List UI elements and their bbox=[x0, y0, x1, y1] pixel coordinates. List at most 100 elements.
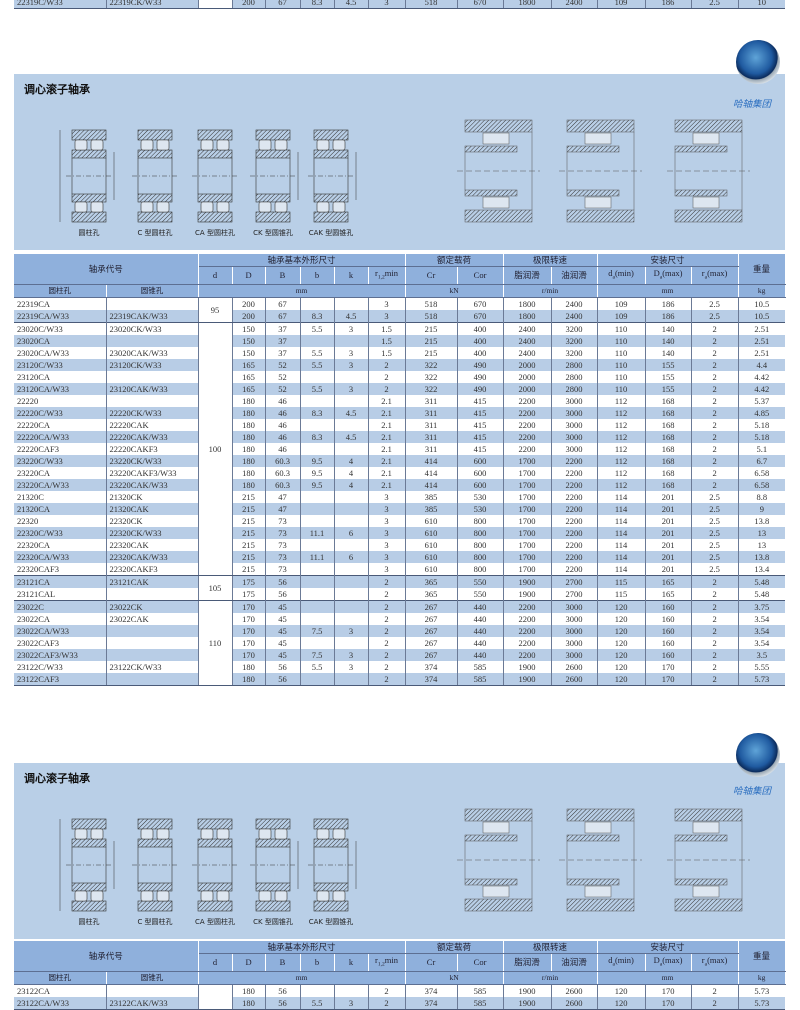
cell-k bbox=[333, 636, 369, 649]
cell-b bbox=[299, 612, 335, 625]
table-row: 22220C/W33 22220CK/W33 180 46 8.3 4.5 2.1 311 41… bbox=[14, 406, 786, 419]
cell-grease-speed: 1900 bbox=[502, 587, 552, 601]
cell-D: 180 bbox=[231, 466, 266, 479]
cell-b bbox=[299, 394, 335, 407]
cell-da-min: 112 bbox=[596, 478, 646, 491]
cell-r-min: 2.1 bbox=[367, 466, 406, 479]
cell-r-min: 1.5 bbox=[367, 321, 406, 335]
cell-grease-speed: 1700 bbox=[502, 490, 552, 503]
cell-r-min: 3 bbox=[367, 550, 406, 563]
table-row: 23022CAF3 170 45 2 267 440 2200 3000 120 160 2 3.54 bbox=[14, 636, 786, 649]
cell-weight: 9 bbox=[737, 502, 786, 515]
cell-r-min: 2 bbox=[367, 370, 406, 383]
cell-weight: 13.8 bbox=[737, 550, 786, 563]
cell-D: 180 bbox=[231, 418, 266, 431]
cell-D: 150 bbox=[231, 321, 266, 335]
table-row: 23220CA 23220CAKF3/W33 180 60.3 9.5 4 2.1 414 60… bbox=[14, 466, 786, 479]
cell-da-min: 120 bbox=[596, 636, 646, 649]
table-row: 23022CA 23022CAK 170 45 2 267 440 2200 3000 120 16… bbox=[14, 612, 786, 625]
header-D: D bbox=[231, 953, 266, 972]
cell-grease-speed: 2400 bbox=[502, 321, 552, 335]
cell-ra-max: 2 bbox=[690, 648, 739, 661]
cell-k bbox=[333, 562, 369, 576]
table-row: 23122CA 180 56 2 374 585 1900 2600 120 170 2 5.73 bbox=[14, 984, 786, 1010]
cell-cor: 490 bbox=[456, 370, 504, 383]
cell-grease-speed: 1700 bbox=[502, 502, 552, 515]
cell-cor: 415 bbox=[456, 430, 504, 443]
cell-r-min: 2.1 bbox=[367, 442, 406, 455]
cell-oil-speed: 3000 bbox=[550, 599, 598, 613]
cell-r-min: 2 bbox=[367, 574, 406, 588]
cell-B: 60.3 bbox=[264, 478, 301, 491]
header-speed-limit: 极限转速 bbox=[502, 253, 598, 267]
cell-tapered-bore-code: 22320CAK/W33 bbox=[105, 550, 199, 563]
cell-k: 4 bbox=[333, 466, 369, 479]
cell-b: 7.5 bbox=[299, 624, 335, 637]
cell-b: 5.5 bbox=[299, 382, 335, 395]
diagram-label: CA 型圆柱孔 bbox=[195, 918, 235, 926]
cell-oil-speed: 2200 bbox=[550, 454, 598, 467]
cell-B: 56 bbox=[264, 996, 301, 1010]
cell-cr: 311 bbox=[404, 406, 458, 419]
cell-cylindrical-bore-code: 23022CAF3/W33 bbox=[14, 648, 106, 661]
cell-cylindrical-bore-code: 22220CA/W33 bbox=[14, 430, 106, 443]
cell-b bbox=[299, 334, 335, 347]
cell-grease-speed: 2200 bbox=[502, 599, 552, 613]
cell-b: 5.5 bbox=[299, 996, 335, 1010]
cell-d: 100 bbox=[197, 321, 233, 576]
table-row: 23122C/W33 23122CK/W33 180 56 5.5 3 2 374 585 190… bbox=[14, 660, 786, 673]
cell-oil-speed: 2600 bbox=[550, 996, 598, 1010]
cell-B: 46 bbox=[264, 406, 301, 419]
cell-da-min: 109 bbox=[596, 309, 646, 323]
cell-weight: 6.58 bbox=[737, 478, 786, 491]
cell-B: 56 bbox=[264, 984, 301, 997]
cell-B: 46 bbox=[264, 442, 301, 455]
cell-oil-speed: 2200 bbox=[550, 502, 598, 515]
cell-grease-speed: 1700 bbox=[502, 550, 552, 563]
cell-grease-speed: 2200 bbox=[502, 648, 552, 661]
cell-ra-max: 2 bbox=[690, 636, 739, 649]
cell-weight: 5.18 bbox=[737, 418, 786, 431]
table-row: 23121CA 23121CAK 105 175 56 2 365 550 1900 2700 11… bbox=[14, 574, 786, 601]
cell-grease-speed: 2200 bbox=[502, 636, 552, 649]
cell-r-min: 2.1 bbox=[367, 430, 406, 443]
cell-weight: 2.51 bbox=[737, 321, 786, 335]
cell-weight: 2.51 bbox=[737, 346, 786, 359]
cell-tapered-bore-code: 23220CK/W33 bbox=[105, 454, 199, 467]
cell-grease-speed: 2200 bbox=[502, 418, 552, 431]
cell-Da-max: 140 bbox=[644, 334, 692, 347]
cell-D: 200 bbox=[231, 309, 266, 323]
cell-k: 6 bbox=[333, 526, 369, 539]
cell-tapered-bore-code: 22320CK/W33 bbox=[105, 526, 199, 539]
cell-Da-max: 155 bbox=[644, 382, 692, 395]
cell-tapered-bore-code bbox=[105, 624, 199, 637]
cell-Da-max: 160 bbox=[644, 636, 692, 649]
previous-page-partial-row: 22319C/W33 22319CK/W33 200 67 8.3 4.5 3 518 670 1… bbox=[14, 0, 785, 9]
cell-cor: 400 bbox=[456, 321, 504, 335]
header-B: B bbox=[264, 953, 301, 972]
header-D: D bbox=[231, 266, 266, 285]
cell-da-min: 110 bbox=[596, 370, 646, 383]
cell-cor: 800 bbox=[456, 550, 504, 563]
cell-cr: 267 bbox=[404, 612, 458, 625]
cell-oil-speed: 2400 bbox=[550, 297, 598, 310]
cell-r-min: 2 bbox=[367, 382, 406, 395]
bearing-diagram-1 bbox=[59, 818, 115, 912]
cell-da-min: 114 bbox=[596, 502, 646, 515]
cell-da-min: 120 bbox=[596, 660, 646, 673]
header-row-groups: 轴承代号 轴承基本外形尺寸 额定载荷 极限转速 安装尺寸 重量 bbox=[14, 940, 786, 972]
cell-cor: 800 bbox=[456, 538, 504, 551]
cell-cylindrical-bore-code: 23022CA bbox=[17, 613, 51, 624]
diagram-label: 圆柱孔 bbox=[78, 229, 100, 237]
table-row: 22320CA/W33 22320CAK/W33 215 73 11.1 6 3 610 800… bbox=[14, 550, 786, 563]
header-load-rating: 额定载荷 bbox=[404, 253, 504, 267]
cell-cor: 670 bbox=[456, 0, 503, 9]
cell-d bbox=[197, 0, 232, 9]
cell-k bbox=[333, 587, 369, 601]
cell-cylindrical-bore-code: 22220 bbox=[17, 395, 39, 406]
cell-tapered-bore-code: 22220CAK/W33 bbox=[105, 430, 199, 443]
cell-oil-speed: 2200 bbox=[550, 538, 598, 551]
cell-cylindrical-bore-code: 23020C/W33 bbox=[14, 321, 106, 335]
cell-cr: 374 bbox=[404, 660, 458, 673]
